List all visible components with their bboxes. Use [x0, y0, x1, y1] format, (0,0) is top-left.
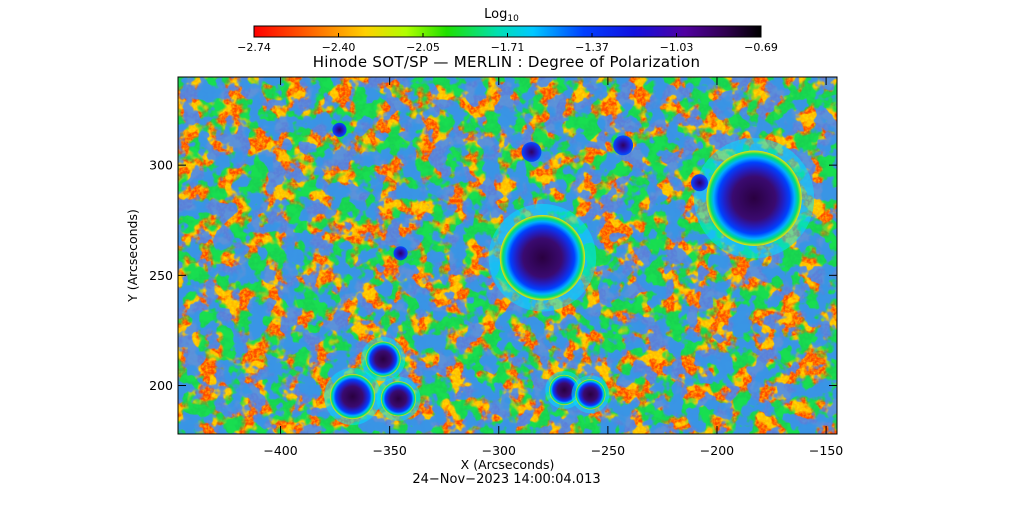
x-tick-label: −150: [809, 443, 843, 458]
sunspot: [365, 341, 401, 377]
sunspot: [499, 215, 586, 301]
sunspot: [575, 379, 606, 410]
x-tick-label: −350: [372, 443, 406, 458]
colorbar-tick-label: −2.74: [237, 41, 271, 54]
pore: [521, 141, 542, 162]
pore: [332, 122, 347, 137]
chart-title: Hinode SOT/SP — MERLIN : Degree of Polar…: [312, 53, 701, 71]
colorbar-tick-label: −2.05: [406, 41, 440, 54]
colorbar-tick-label: −1.71: [491, 41, 525, 54]
colorbar-tick-label: −1.03: [660, 41, 694, 54]
colorbar-label: Log10: [484, 7, 519, 24]
y-tick-label: 300: [149, 158, 173, 173]
x-axis-label: X (Arcseconds): [461, 457, 555, 472]
y-axis-label: Y (Arcseconds): [125, 209, 140, 303]
x-tick-label: −400: [263, 443, 297, 458]
timestamp-label: 24−Nov−2023 14:00:04.013: [412, 472, 601, 487]
sunspot: [706, 150, 802, 246]
x-tick-label: −300: [482, 443, 516, 458]
x-tick-label: −250: [591, 443, 625, 458]
colorbar-tick-label: −1.37: [575, 41, 609, 54]
heatmap-image: [178, 77, 837, 434]
y-tick-label: 200: [149, 378, 173, 393]
x-tick-label: −200: [700, 443, 734, 458]
plot-frame: [177, 76, 838, 435]
pore: [393, 246, 408, 261]
y-tick-label: 250: [149, 268, 173, 283]
colorbar-tick-label: −0.69: [744, 41, 778, 54]
pore: [691, 174, 709, 192]
pore: [613, 135, 634, 156]
sunspot: [380, 381, 416, 417]
sunspot: [329, 373, 376, 420]
colorbar-tick-label: −2.40: [322, 41, 356, 54]
